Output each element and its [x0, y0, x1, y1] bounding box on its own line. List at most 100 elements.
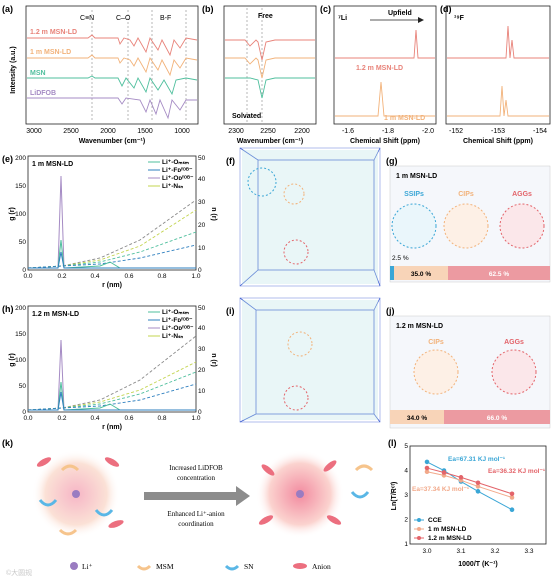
data-point [424, 459, 430, 465]
svg-text:1.2 m MSN-LD: 1.2 m MSN-LD [396, 323, 443, 330]
svg-text:1 m MSN-LD: 1 m MSN-LD [384, 115, 425, 122]
svg-text:0.6: 0.6 [124, 415, 133, 422]
svg-text:-1.8: -1.8 [382, 128, 394, 135]
svg-text:(g): (g) [386, 156, 398, 166]
svg-text:150: 150 [15, 183, 26, 190]
y-tick-label: 2 [404, 517, 408, 524]
bf-label: B-F [160, 15, 171, 22]
svg-text:n (r): n (r) [210, 207, 217, 221]
y-tick-label: 1 [404, 541, 408, 548]
panel-f: (f) [226, 147, 381, 287]
svg-text:0.2: 0.2 [57, 415, 66, 422]
panel-a-letter: (a) [2, 4, 13, 14]
svg-text:0: 0 [198, 267, 202, 274]
svg-text:0.6: 0.6 [124, 273, 133, 280]
svg-text:50: 50 [198, 305, 206, 312]
svg-text:concentration: concentration [177, 474, 216, 482]
series-label-12m: 1.2 m MSN-LD [30, 29, 77, 36]
data-point [441, 470, 447, 475]
svg-text:66.0 %: 66.0 % [487, 415, 507, 422]
panel-j: (j) 1.2 m MSN-LD CIPs AGGs 34.0 % 66.0 % [386, 306, 551, 429]
svg-text:3000: 3000 [26, 128, 42, 135]
svg-text:0.8: 0.8 [157, 273, 166, 280]
svg-text:Increased LiDFOB: Increased LiDFOB [169, 464, 223, 472]
svg-text:coordination: coordination [178, 520, 214, 528]
svg-text:Li⁺-Oₘₛₘ: Li⁺-Oₘₛₘ [162, 159, 190, 166]
ea-1m: Ea=37.34 KJ mol⁻¹ [412, 486, 469, 493]
panel-a-frame [25, 5, 199, 125]
ea-12m: Ea=36.32 KJ mol⁻¹ [488, 468, 545, 475]
series-label-msn: MSN [30, 70, 46, 77]
data-point [475, 480, 481, 486]
svg-text:0: 0 [22, 409, 26, 416]
svg-text:SN: SN [244, 562, 254, 571]
svg-text:Li⁺-Oᴅᶠᴼᴮ⁻: Li⁺-Oᴅᶠᴼᴮ⁻ [162, 175, 194, 182]
series-label-1m: 1 m MSN-LD [30, 49, 71, 56]
svg-text:1000: 1000 [174, 128, 190, 135]
svg-text:2250: 2250 [260, 128, 276, 135]
svg-text:10: 10 [198, 245, 206, 252]
svg-text:Li⁺-Nₛₙ: Li⁺-Nₛₙ [162, 183, 183, 190]
svg-text:0: 0 [198, 409, 202, 416]
svg-text:(h): (h) [2, 304, 14, 314]
svg-text:2200: 2200 [294, 128, 310, 135]
panel-h: (h) 1.2 m MSN-LD g (r) n (r) 0 50 100 15… [2, 304, 217, 431]
svg-text:1.2 m MSN-LD: 1.2 m MSN-LD [32, 311, 79, 318]
svg-text:2500: 2500 [63, 128, 79, 135]
data-point [509, 491, 515, 497]
svg-text:30: 30 [198, 346, 206, 353]
svg-text:1 m MSN-LD: 1 m MSN-LD [428, 526, 467, 533]
svg-text:20: 20 [198, 222, 206, 229]
svg-text:Li⁺-Nₛₙ: Li⁺-Nₛₙ [162, 333, 183, 340]
svg-text:(b): (b) [202, 4, 214, 14]
svg-text:150: 150 [15, 331, 26, 338]
panel-l-plot-area [409, 445, 547, 545]
panel-a-xlabel: Wavenumber (cm⁻¹) [79, 138, 145, 145]
panel-d: (d) ¹⁹F -152 -153 -154 Chemical Shift (p… [440, 4, 551, 145]
svg-text:Ln(T/Rᶜᵗ): Ln(T/Rᶜᵗ) [391, 482, 398, 511]
svg-text:¹⁹F: ¹⁹F [454, 15, 465, 22]
svg-text:AGGs: AGGs [504, 339, 524, 346]
panel-b: (b) Free Solvated 2300 2250 2200 Wavenum… [202, 4, 317, 145]
svg-text:Li⁺: Li⁺ [82, 562, 93, 571]
svg-text:100: 100 [15, 211, 26, 218]
co-label: C–O [116, 15, 131, 22]
series-label-lidfob: LiDFOB [30, 90, 56, 97]
svg-text:0.4: 0.4 [90, 415, 99, 422]
svg-text:100: 100 [15, 357, 26, 364]
svg-text:0: 0 [22, 267, 26, 274]
svg-text:(i): (i) [226, 306, 235, 316]
svg-text:CCE: CCE [428, 517, 442, 524]
svg-text:(l): (l) [388, 438, 397, 448]
svg-text:30: 30 [198, 199, 206, 206]
svg-text:200: 200 [15, 155, 26, 162]
svg-text:2.5 %: 2.5 % [392, 255, 409, 262]
svg-text:Li⁺-Fᴅᶠᴼᴮ⁻: Li⁺-Fᴅᶠᴼᴮ⁻ [162, 167, 193, 174]
svg-text:Li⁺-Oᴅᶠᴼᴮ⁻: Li⁺-Oᴅᶠᴼᴮ⁻ [162, 325, 194, 332]
panel-a-ylabel: Intensity (a.u.) [10, 46, 17, 93]
svg-text:Chemical Shift (ppm): Chemical Shift (ppm) [463, 138, 533, 145]
svg-text:CIPs: CIPs [428, 339, 444, 346]
data-point [424, 469, 430, 475]
watermark: ©大圆规 [6, 568, 32, 577]
svg-text:SSIPs: SSIPs [404, 191, 424, 198]
svg-text:0.2: 0.2 [57, 273, 66, 280]
svg-text:1500: 1500 [137, 128, 153, 135]
data-point [475, 489, 481, 494]
svg-text:Li⁺-Fᴅᶠᴼᴮ⁻: Li⁺-Fᴅᶠᴼᴮ⁻ [162, 317, 193, 324]
data-point [509, 507, 515, 512]
svg-text:⁷Li: ⁷Li [338, 15, 347, 22]
x-tick-label: 3.0 [422, 548, 431, 555]
svg-text:(e): (e) [2, 154, 13, 164]
svg-text:r (nm): r (nm) [102, 424, 122, 431]
panel-k: (k) Increased LiDFOB concentration Enhan… [2, 438, 374, 571]
panel-c: (c) ⁷Li Upfield 1.2 m MSN-LD 1 m MSN-LD … [320, 4, 437, 145]
y-tick-label: 3 [404, 492, 408, 499]
panel-e: (e) 1 m MSN-LD g (r) n (r) 0 50 100 150 … [2, 154, 217, 289]
svg-text:1 m MSN-LD: 1 m MSN-LD [396, 173, 437, 180]
svg-text:1000/T (K⁻¹): 1000/T (K⁻¹) [458, 561, 497, 568]
svg-text:2300: 2300 [228, 128, 244, 135]
panel-a: (a) Intensity (a.u.) C≡N C–O B-F 1.2 m M… [2, 4, 199, 145]
svg-text:AGGs: AGGs [512, 191, 532, 198]
svg-text:50: 50 [198, 155, 206, 162]
